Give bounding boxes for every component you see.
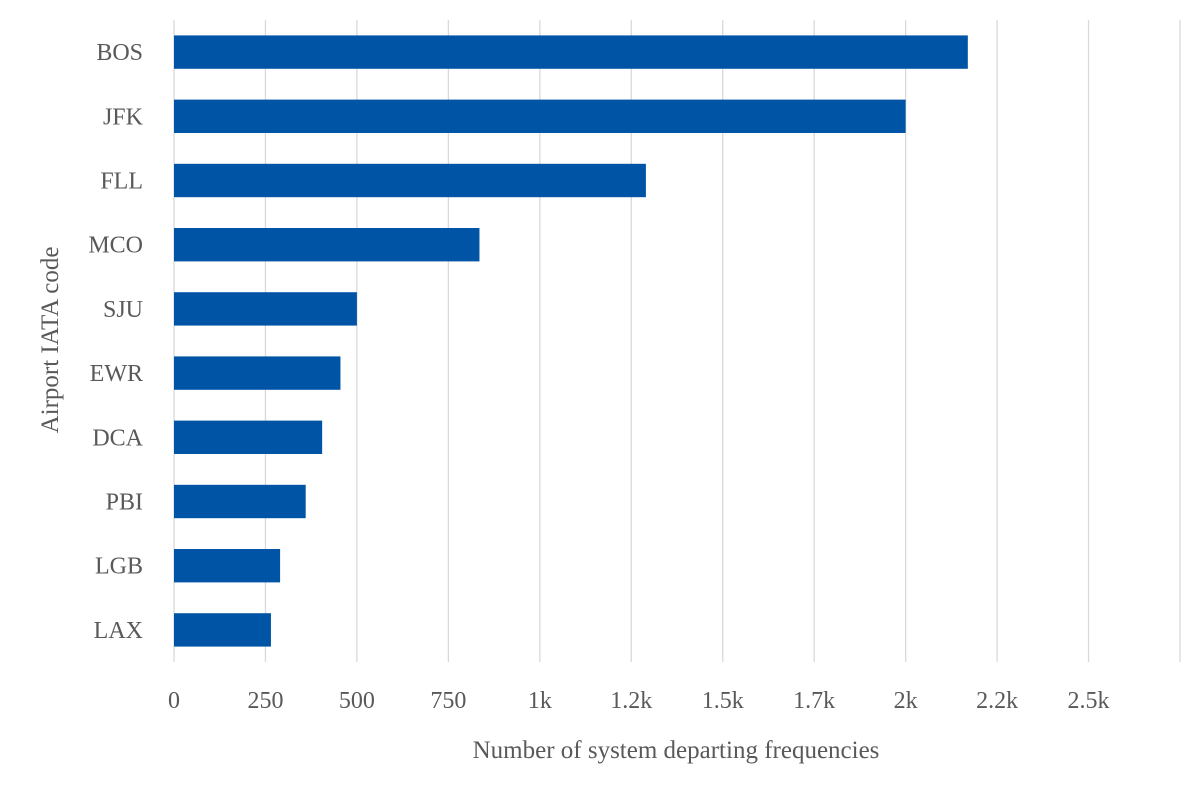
y-tick-label-lgb: LGB xyxy=(95,554,143,580)
x-tick-labels: 0 250 500 750 1k 1.2k 1.5k 1.7k 2k 2.2k 2.5k xyxy=(168,688,1110,714)
x-tick-label-4: 1k xyxy=(528,688,552,714)
bar-pbi xyxy=(174,484,306,519)
y-tick-label-pbi: PBI xyxy=(106,490,143,516)
y-tick-label-dca: DCA xyxy=(92,425,143,451)
bar-dca xyxy=(174,420,323,454)
bar-mco xyxy=(174,228,480,262)
x-tick-label-5: 1.2k xyxy=(610,688,652,714)
bar-bos xyxy=(174,35,968,69)
y-tick-label-bos: BOS xyxy=(96,40,143,66)
bar-lgb xyxy=(174,549,281,583)
x-tick-label-8: 2k xyxy=(894,688,918,714)
bar-jfk xyxy=(174,99,906,133)
y-tick-label-sju: SJU xyxy=(103,297,143,323)
x-tick-label-7: 1.7k xyxy=(793,688,835,714)
y-tick-labels: BOS JFK FLL MCO SJU EWR DCA PBI LGB LAX xyxy=(88,40,143,644)
y-axis-title: Airport IATA code xyxy=(37,247,64,434)
x-tick-label-10: 2.5k xyxy=(1068,688,1110,714)
bar-ewr xyxy=(174,356,341,390)
y-tick-label-fll: FLL xyxy=(100,169,143,195)
x-tick-label-2: 500 xyxy=(339,688,375,714)
x-tick-label-9: 2.2k xyxy=(976,688,1018,714)
y-tick-label-mco: MCO xyxy=(88,233,143,259)
y-tick-label-ewr: EWR xyxy=(90,361,143,387)
x-tick-label-1: 250 xyxy=(247,688,283,714)
y-tick-label-jfk: JFK xyxy=(103,104,144,130)
x-tick-label-3: 750 xyxy=(430,688,466,714)
bar-fll xyxy=(174,163,646,198)
x-tick-label-6: 1.5k xyxy=(702,688,744,714)
bar-sju xyxy=(174,292,357,326)
bar-lax xyxy=(174,613,271,647)
x-axis-title: Number of system departing frequencies xyxy=(473,737,880,764)
y-tick-label-lax: LAX xyxy=(94,618,143,644)
bars xyxy=(174,35,968,647)
x-tick-label-0: 0 xyxy=(168,688,180,714)
